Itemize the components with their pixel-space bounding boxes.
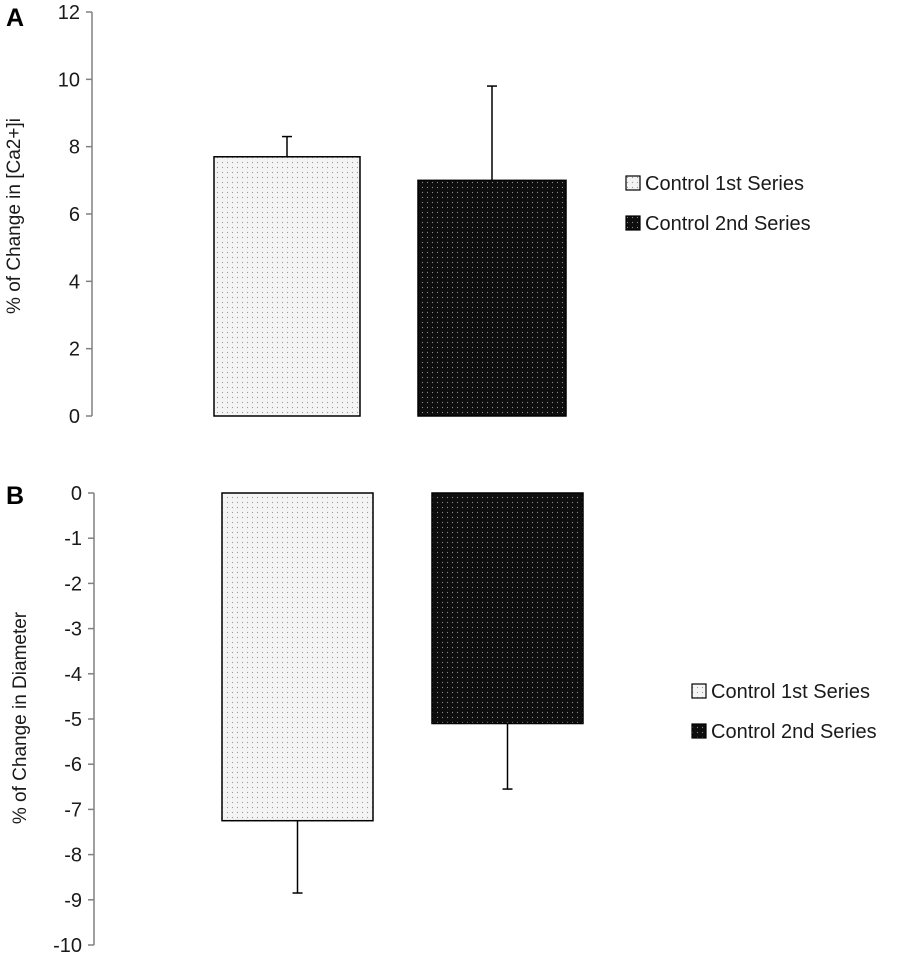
legend-label-a-2: Control 2nd Series <box>645 213 811 235</box>
y-tick-label-b: -8 <box>64 845 82 867</box>
y-tick-label-b: -2 <box>64 573 82 595</box>
y-tick-label-b: -10 <box>53 935 82 957</box>
legend-swatch-a-1 <box>625 175 641 191</box>
y-tick-label-a: 10 <box>58 69 80 91</box>
legend-label-b-2: Control 2nd Series <box>711 721 877 743</box>
bar-b-1 <box>221 492 374 822</box>
legend-swatch-b-2 <box>691 723 707 739</box>
y-tick-label-b: -1 <box>64 528 82 550</box>
y-tick-label-a: 2 <box>69 339 80 361</box>
legend-swatch-b-1 <box>691 683 707 699</box>
y-tick-label-a: 4 <box>69 271 80 293</box>
chart-panel-a: A % of Change in [Ca2+]i 0 2 4 6 8 10 12 Contro… <box>4 2 811 428</box>
y-axis-label-a: % of Change in [Ca2+]i <box>4 118 25 314</box>
y-tick-label-a: 6 <box>69 204 80 226</box>
y-tick-label-b: -4 <box>64 664 82 686</box>
y-tick-label-b: -3 <box>64 619 82 641</box>
panel-label-b: B <box>6 482 24 510</box>
chart-panel-b: B % of Change in Diameter 0 -1 -2 -3 -4 -5 -6 -… <box>6 482 877 957</box>
legend-swatch-a-2 <box>625 215 641 231</box>
panel-label-a: A <box>6 4 24 32</box>
legend-label-b-1: Control 1st Series <box>711 681 870 703</box>
y-tick-label-a: 0 <box>69 406 80 428</box>
bar-a-1 <box>213 156 361 417</box>
legend-label-a-1: Control 1st Series <box>645 173 804 195</box>
y-tick-label-b: -9 <box>64 890 82 912</box>
y-tick-label-b: -5 <box>64 709 82 731</box>
y-tick-label-b: -7 <box>64 799 82 821</box>
bar-a-2 <box>417 179 567 417</box>
y-tick-label-a: 8 <box>69 137 80 159</box>
y-tick-label-a: 12 <box>58 2 80 24</box>
y-tick-label-b: 0 <box>71 483 82 505</box>
y-axis-label-b: % of Change in Diameter <box>10 611 31 824</box>
bar-b-2 <box>431 492 584 725</box>
y-tick-label-b: -6 <box>64 754 82 776</box>
